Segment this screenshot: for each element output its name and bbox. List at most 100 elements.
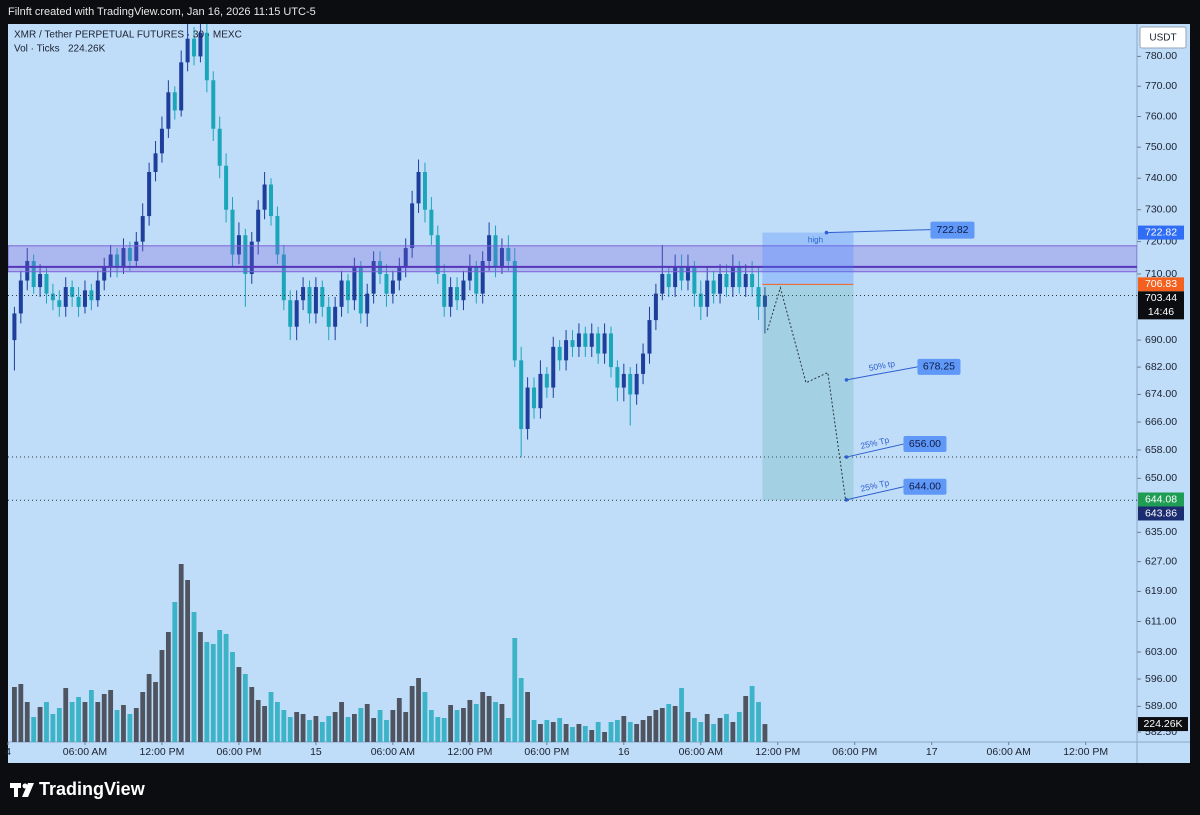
candle-body <box>698 293 703 307</box>
candle-body <box>442 274 447 307</box>
y-tick-label: 650.00 <box>1145 472 1177 484</box>
volume-bar <box>351 714 357 742</box>
volume-bar <box>287 717 293 742</box>
candle-body <box>57 300 62 307</box>
candle-body <box>12 313 17 341</box>
volume-bar <box>63 688 69 742</box>
volume-bar <box>326 716 332 742</box>
candle-body <box>301 287 306 301</box>
candle-body <box>673 267 678 288</box>
price-tag <box>1138 506 1184 521</box>
x-tick-label: 06:00 AM <box>371 746 415 758</box>
candle-body <box>718 274 723 294</box>
candle-body <box>429 209 434 236</box>
candle-body <box>115 254 120 268</box>
candle-body <box>743 274 748 288</box>
volume-bar <box>236 667 242 742</box>
candle-body <box>224 165 229 210</box>
volume-bar <box>749 686 755 742</box>
candle-body <box>50 293 55 301</box>
volume-bar <box>313 716 319 742</box>
candle-body <box>519 360 524 430</box>
volume-bar <box>602 732 607 742</box>
price-tag <box>1138 291 1184 320</box>
candle-body <box>647 320 652 354</box>
y-tick-label: 674.00 <box>1145 388 1177 400</box>
x-tick-label: 4 <box>5 746 11 758</box>
candle-body <box>705 280 710 307</box>
candle-body <box>750 274 755 288</box>
price-tag-label: 706.83 <box>1145 278 1177 290</box>
volume-bar <box>756 702 761 742</box>
candle-body <box>435 235 440 275</box>
volume-bar <box>255 700 261 742</box>
price-tag <box>1138 225 1184 240</box>
volume-bar <box>666 704 672 742</box>
volume-bar <box>390 710 396 742</box>
candle-body <box>679 267 684 281</box>
y-tick-label: 589.00 <box>1145 700 1177 712</box>
volume-bar <box>505 718 511 742</box>
volume-bar <box>37 707 43 742</box>
candle-body <box>422 171 427 210</box>
candle-body <box>512 261 517 361</box>
target-label: 644.00 <box>909 481 941 493</box>
candle-body <box>147 171 152 217</box>
candle-body <box>397 267 402 281</box>
price-tag-label: 643.86 <box>1145 507 1177 519</box>
currency-label[interactable]: USDT <box>1149 33 1176 44</box>
candle-body <box>82 290 87 307</box>
volume-bar <box>634 724 640 742</box>
target-name: 50% tp <box>868 358 896 373</box>
candle-body <box>172 92 177 111</box>
y-tick-label: 682.00 <box>1145 361 1177 373</box>
volume-bar <box>319 722 325 742</box>
candle-body <box>44 274 49 294</box>
volume-bar <box>595 722 601 742</box>
candle-body <box>557 346 562 361</box>
candle-body <box>455 287 460 301</box>
volume-bar <box>589 730 595 742</box>
y-tick-label: 690.00 <box>1145 334 1177 346</box>
volume-bar <box>730 722 736 742</box>
candle-body <box>480 261 485 294</box>
volume-bar <box>416 678 421 742</box>
candle-body <box>410 203 415 249</box>
volume-bar <box>108 690 114 742</box>
volume-bar <box>627 722 633 742</box>
currency-button[interactable] <box>1139 26 1187 49</box>
volume-bar <box>121 705 126 742</box>
candle-body <box>339 280 344 307</box>
volume-bar <box>499 704 505 742</box>
candle-body <box>153 153 158 172</box>
x-tick-label: 12:00 PM <box>447 746 492 758</box>
volume-bar <box>332 712 338 742</box>
volume-bar <box>512 638 518 742</box>
volume-bar <box>576 724 582 742</box>
x-tick-label: 06:00 AM <box>987 746 1031 758</box>
candle-body <box>166 92 171 129</box>
x-tick-label: 12:00 PM <box>755 746 800 758</box>
price-tag <box>1138 492 1184 507</box>
volume-bar <box>704 714 710 742</box>
volume-bar <box>461 708 466 742</box>
candle-body <box>140 216 145 242</box>
countdown: 14:46 <box>1148 306 1174 318</box>
candle-body <box>217 128 222 166</box>
candle-body <box>641 353 646 374</box>
chart-background <box>8 24 1190 763</box>
candle-body <box>724 274 729 288</box>
volume-bar <box>101 694 107 742</box>
candle-body <box>685 267 690 281</box>
candle-body <box>63 287 68 307</box>
candle-body <box>159 128 164 154</box>
volume-bar <box>339 702 344 742</box>
volume-bar <box>550 722 556 742</box>
candle-body <box>525 387 530 430</box>
x-tick-label: 15 <box>310 746 322 758</box>
y-tick-label: 740.00 <box>1145 172 1177 184</box>
volume-bar <box>300 714 306 742</box>
target-box <box>917 358 961 375</box>
candle-body <box>262 184 267 210</box>
volume-bar <box>396 698 402 742</box>
